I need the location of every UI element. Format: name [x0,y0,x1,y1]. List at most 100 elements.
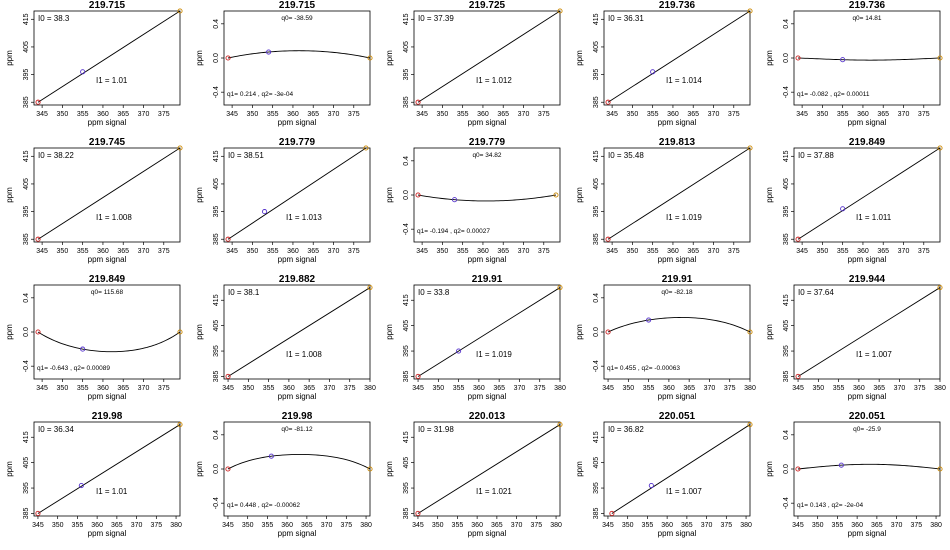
y-axis-label: ppm [5,461,14,477]
x-tick-label: 355 [77,111,89,118]
data-point [456,348,462,354]
x-tick-label: 350 [437,111,449,118]
x-axis-label: ppm signal [848,118,887,127]
x-tick-label: 360 [473,385,485,392]
x-tick-label: 355 [457,248,469,255]
y-tick-label: 385 [593,233,600,245]
x-tick-label: 375 [348,248,360,255]
fit-line [417,424,560,514]
y-axis-label: ppm [385,187,394,203]
plot-frame [793,284,941,380]
data-point [225,236,231,242]
intercept-label: I0 = 33.8 [418,288,450,297]
y-tick-label: 385 [783,371,790,383]
chart-panel: 219.98 345 355 365 375 350 360 370 380 -0.4 0.0 0.4… [190,411,380,548]
data-point [266,49,272,55]
plot-frame [413,284,561,380]
x-tick-label: 365 [681,522,693,529]
fit-line [417,287,560,377]
y-tick-label: 0.4 [213,430,220,440]
y-tick-label: 415 [593,431,600,443]
chart-title: 219.944 [849,274,886,285]
x-tick-label: 360 [97,248,109,255]
y-tick-label: 415 [213,150,220,162]
x-axis-label: ppm signal [658,392,697,401]
y-axis-label: ppm [575,187,584,203]
chart-panel: 219.725 345 355 365 375 350 360 370 385 395 405 415… [380,0,570,137]
q1-q2-label: q1= -0.643 , q2= 0.00089 [37,365,110,372]
x-tick-label: 345 [796,248,808,255]
y-tick-label: 415 [593,150,600,162]
x-tick-label: 365 [117,111,129,118]
x-tick-label: 370 [704,385,716,392]
slope-label: I1 = 1.014 [666,76,702,85]
intercept-label: I0 = 38.22 [38,151,74,160]
x-tick-label: 360 [97,385,109,392]
y-tick-label: 405 [403,457,410,469]
y-tick-label: 395 [23,482,30,494]
x-tick-label: 360 [667,111,679,118]
slope-label: I1 = 1.019 [476,350,512,359]
chart-svg: 219.944 345 355 365 375 350 360 370 380 385 395 405… [765,274,946,401]
fit-curve [417,194,557,202]
x-axis-label: ppm signal [848,255,887,264]
x-tick-label: 360 [857,111,869,118]
x-tick-label: 365 [497,248,509,255]
x-tick-label: 365 [111,522,123,529]
data-point [415,192,421,198]
chart-panel: 219.736 345 355 365 375 350 360 370 -0.4 0.0 0.4 pp… [760,0,950,137]
y-tick-label: 415 [783,294,790,306]
y-tick-label: 0.0 [403,190,410,200]
x-tick-label: 365 [301,522,313,529]
chart-panel: 220.013 345 355 365 375 350 360 370 380 385 395 405… [380,411,570,548]
chart-svg: 219.715 345 355 365 375 350 360 370 385 395 405 415… [5,0,183,127]
x-tick-label: 355 [267,248,279,255]
data-point [795,373,801,380]
x-tick-label: 370 [894,385,906,392]
y-tick-label: 415 [783,150,790,162]
x-tick-label: 360 [287,111,299,118]
x-tick-label: 345 [222,385,234,392]
x-tick-label: 360 [667,248,679,255]
x-tick-label: 355 [262,522,274,529]
chart-title: 219.745 [89,137,126,148]
x-tick-label: 365 [303,385,315,392]
chart-title: 219.849 [89,274,126,285]
x-tick-label: 345 [602,385,614,392]
x-tick-label: 375 [530,522,542,529]
x-tick-label: 360 [853,385,865,392]
chart-title: 219.91 [662,274,693,285]
x-tick-label: 345 [792,522,804,529]
y-tick-label: 395 [403,345,410,357]
y-axis-label: ppm [575,324,584,340]
chart-panel: 220.051 345 355 365 375 350 360 370 380 385 395 405… [570,411,760,548]
data-point [646,317,652,323]
x-tick-label: 375 [910,522,922,529]
x-tick-label: 365 [491,522,503,529]
x-tick-label: 350 [812,522,824,529]
x-tick-label: 370 [518,111,530,118]
x-tick-label: 345 [226,248,238,255]
q0-label: q0= 115.68 [91,289,124,296]
chart-svg: 219.813 345 355 365 375 350 360 370 385 395 405 415… [575,137,753,264]
y-axis-label: ppm [195,187,204,203]
x-tick-label: 350 [437,248,449,255]
x-tick-label: 350 [812,385,824,392]
chart-panel: 219.849 345 355 365 375 350 360 370 385 395 405 415… [760,137,950,274]
y-axis-label: ppm [385,461,394,477]
chart-svg: 219.91 345 355 365 375 350 360 370 380 385 395 405 4… [385,274,566,401]
fit-line [797,148,940,240]
chart-title: 219.715 [89,0,126,11]
y-tick-label: 405 [23,41,30,53]
plot-frame [413,421,561,517]
x-tick-label: 370 [898,111,910,118]
plot-frame [603,421,751,517]
y-tick-label: 395 [23,69,30,81]
data-point [747,8,753,14]
x-tick-label: 350 [52,522,64,529]
y-tick-label: 395 [403,69,410,81]
chart-svg: 219.882 345 355 365 375 350 360 370 380 385 395 405… [195,274,376,401]
y-tick-label: 405 [23,178,30,190]
data-point [557,8,563,14]
fit-line [37,11,180,103]
